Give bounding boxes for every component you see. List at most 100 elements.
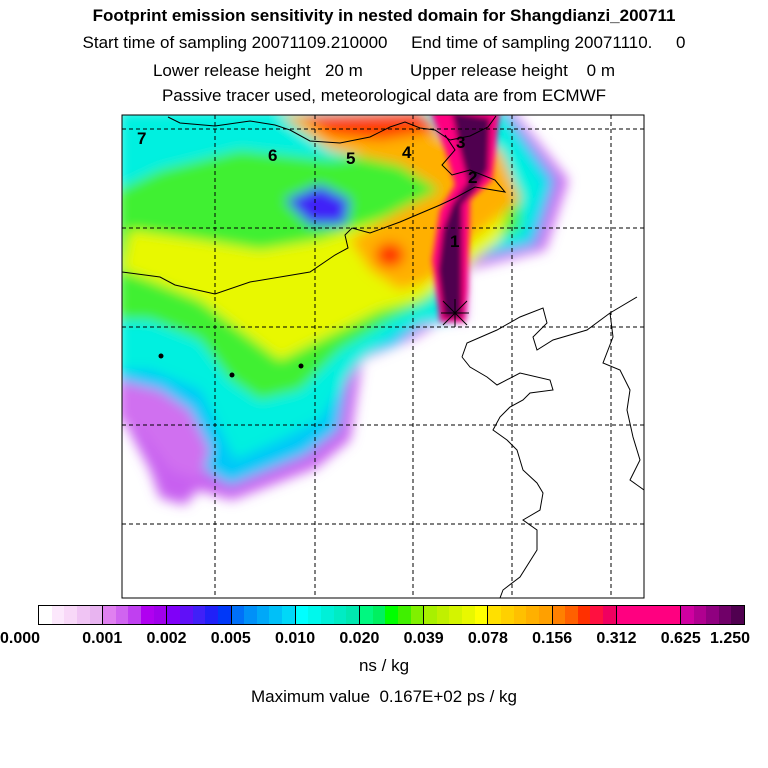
colorbar-segment [167, 606, 232, 624]
colorbar-cell [526, 606, 539, 624]
colorbar-cell [103, 606, 116, 624]
borders-coastlines [122, 115, 644, 598]
country-border-north [167, 115, 497, 144]
colorbar-cell [269, 606, 283, 624]
tracer-info: Passive tracer used, meteorological data… [161, 86, 607, 105]
colorbar-cell [552, 606, 566, 624]
colorbar-tick-label: 0.039 [403, 630, 444, 647]
colorbar-cell [231, 606, 245, 624]
colorbar-cell [654, 606, 668, 624]
colorbar-cell [39, 606, 52, 624]
colorbar-tick-label: 1.250 [709, 630, 751, 647]
colorbar-cell [538, 606, 552, 624]
colorbar-cell [192, 606, 206, 624]
colorbar-cell [667, 606, 680, 624]
colorbar-cell [141, 606, 154, 624]
colorbar-segment [680, 606, 745, 624]
colorbar [38, 605, 745, 625]
colorbar-cell [308, 606, 322, 624]
colorbar-cell [488, 606, 501, 624]
colorbar-tick-label: 0.001 [82, 630, 123, 647]
site-label-4: 4 [402, 143, 412, 162]
colorbar-cell [359, 606, 373, 624]
colorbar-cell [51, 606, 65, 624]
colorbar-tick-label: 0.020 [339, 630, 380, 647]
colorbar-tick-label: 0.010 [275, 630, 316, 647]
colorbar-cell [731, 606, 745, 624]
colorbar-cell [180, 606, 193, 624]
sampling-time: Start time of sampling 20071109.210000 E… [82, 33, 686, 52]
plume-core [438, 115, 490, 318]
colorbar-cell [76, 606, 90, 624]
colorbar-cell [321, 606, 334, 624]
colorbar-segment [295, 606, 360, 624]
city-dot [158, 353, 164, 359]
site-label-2: 2 [468, 168, 477, 187]
colorbar-tick-label: 0.156 [532, 630, 573, 647]
colorbar-tick-label: 0.312 [596, 630, 637, 647]
colorbar-cell [693, 606, 707, 624]
colorbar-tick-label: 0.000 [0, 630, 41, 647]
release-height: Lower release height 20 m Upper release … [152, 61, 616, 80]
colorbar-unit: ns / kg [358, 656, 410, 675]
colorbar-segment [616, 606, 681, 624]
map-frame [121, 114, 645, 599]
colorbar-cell [346, 606, 359, 624]
coastline-shandong [461, 356, 554, 598]
colorbar-cell [385, 606, 398, 624]
colorbar-cell [64, 606, 77, 624]
colorbar-cell [513, 606, 527, 624]
site-label-1: 1 [450, 232, 459, 251]
colorbar-segment [424, 606, 489, 624]
plot-title: Footprint emission sensitivity in nested… [92, 6, 676, 25]
colorbar-cell [333, 606, 347, 624]
field-level-blue-patch [285, 185, 350, 225]
site-label-5: 5 [346, 149, 355, 168]
colorbar-cell [153, 606, 167, 624]
field-level-red [300, 115, 440, 140]
colorbar-cell [462, 606, 475, 624]
maximum-value: Maximum value 0.167E+02 ps / kg [251, 687, 517, 706]
colorbar-cell [577, 606, 591, 624]
colorbar-cell [603, 606, 616, 624]
site-label-7: 7 [137, 129, 146, 148]
colorbar-segment [103, 606, 168, 624]
colorbar-cell [295, 606, 309, 624]
colorbar-tick-label: 0.625 [660, 630, 701, 647]
colorbar-cell [244, 606, 257, 624]
colorbar-cell [629, 606, 642, 624]
colorbar-cell [436, 606, 450, 624]
colorbar-segment [359, 606, 425, 624]
field-level-low-west [122, 380, 210, 480]
colorbar-cell [449, 606, 463, 624]
star-icon [441, 299, 469, 327]
colorbar-cell [397, 606, 411, 624]
colorbar-tick-label: 0.005 [210, 630, 251, 647]
colorbar-cell [410, 606, 424, 624]
city-dot [229, 372, 235, 378]
colorbar-cell [718, 606, 732, 624]
colorbar-cell [217, 606, 231, 624]
colorbar-tick-label: 0.002 [146, 630, 187, 647]
site-markers: 7 6 5 4 3 2 1 [137, 129, 477, 378]
colorbar-segment [552, 606, 617, 624]
city-dot [298, 363, 304, 369]
colorbar-cell [128, 606, 142, 624]
colorbar-tick-label: 0.078 [467, 630, 508, 647]
colorbar-cell [89, 606, 103, 624]
field-level-red [376, 243, 404, 267]
colorbar-segment [231, 606, 296, 624]
colorbar-cell [641, 606, 655, 624]
colorbar-cell [167, 606, 181, 624]
coastline-korea [602, 312, 644, 491]
colorbar-cell [500, 606, 514, 624]
colorbar-cell [590, 606, 604, 624]
colorbar-cell [680, 606, 694, 624]
colorbar-cell [282, 606, 295, 624]
colorbar-cell [256, 606, 270, 624]
colorbar-segment [488, 606, 553, 624]
site-label-6: 6 [268, 146, 277, 165]
colorbar-cell [372, 606, 386, 624]
colorbar-cell [424, 606, 437, 624]
